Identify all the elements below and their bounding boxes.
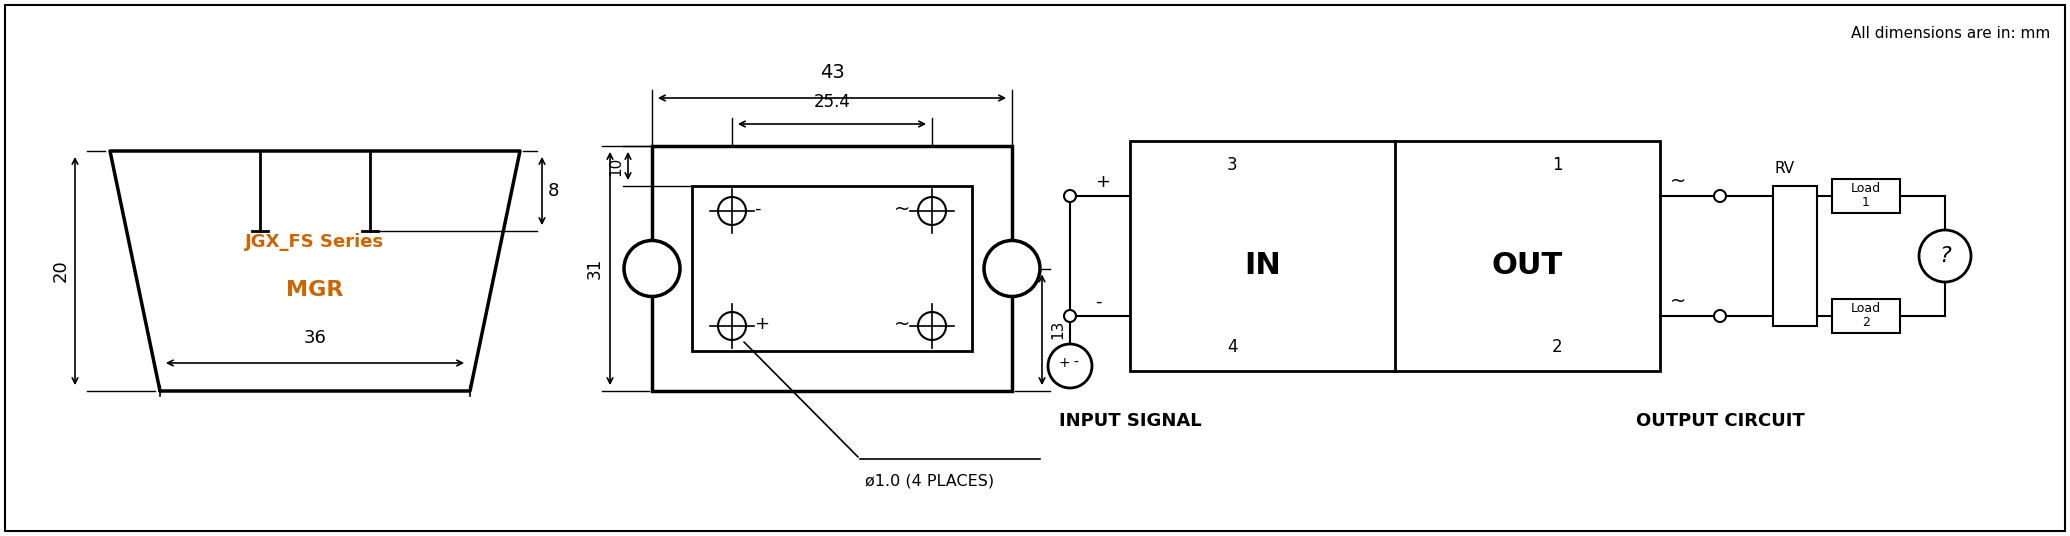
Text: ø1.0 (4 PLACES): ø1.0 (4 PLACES)	[865, 473, 994, 488]
Circle shape	[917, 197, 946, 225]
Text: OUT: OUT	[1492, 251, 1563, 280]
Circle shape	[1714, 310, 1726, 322]
Text: +: +	[1058, 356, 1070, 370]
Text: 3: 3	[1228, 156, 1238, 174]
Text: 36: 36	[304, 329, 327, 347]
Text: 2: 2	[1552, 338, 1563, 356]
Text: 43: 43	[820, 63, 845, 82]
Circle shape	[917, 312, 946, 340]
Text: 13: 13	[1049, 320, 1064, 339]
Circle shape	[983, 241, 1039, 296]
Text: +: +	[753, 315, 768, 333]
Circle shape	[623, 241, 681, 296]
Text: MGR: MGR	[286, 280, 344, 300]
Text: 8: 8	[549, 182, 559, 200]
Text: ~: ~	[894, 199, 911, 219]
Text: RV: RV	[1774, 161, 1795, 176]
Circle shape	[718, 312, 745, 340]
Circle shape	[718, 197, 745, 225]
Text: ?: ?	[1940, 246, 1950, 266]
Text: 1: 1	[1552, 156, 1563, 174]
Bar	[652, 146, 1012, 391]
Circle shape	[1714, 190, 1726, 202]
Text: -: -	[753, 200, 760, 218]
Text: 31: 31	[586, 258, 604, 279]
Bar	[1832, 179, 1900, 213]
Text: ~: ~	[1670, 292, 1687, 311]
Text: JGX_FS Series: JGX_FS Series	[246, 233, 385, 251]
Bar	[1130, 141, 1660, 371]
Text: ~: ~	[1670, 172, 1687, 191]
Bar	[1774, 186, 1817, 326]
Text: -: -	[1095, 293, 1101, 311]
Text: Load
1: Load 1	[1851, 182, 1882, 210]
Text: INPUT SIGNAL: INPUT SIGNAL	[1058, 412, 1201, 430]
Circle shape	[1064, 310, 1076, 322]
Text: All dimensions are in: mm: All dimensions are in: mm	[1851, 26, 2049, 41]
Circle shape	[1047, 344, 1093, 388]
Circle shape	[1919, 230, 1971, 282]
Text: -: -	[1074, 356, 1078, 370]
Text: IN: IN	[1244, 251, 1281, 280]
Text: Load
2: Load 2	[1851, 302, 1882, 330]
Bar	[691, 186, 973, 351]
Text: 25.4: 25.4	[814, 93, 851, 111]
Bar	[1832, 299, 1900, 333]
Circle shape	[1064, 190, 1076, 202]
Text: 4: 4	[1228, 338, 1238, 356]
Text: OUTPUT CIRCUIT: OUTPUT CIRCUIT	[1635, 412, 1805, 430]
Text: 20: 20	[52, 259, 70, 282]
Text: 10: 10	[609, 157, 623, 176]
Text: ~: ~	[894, 315, 911, 333]
Text: +: +	[1095, 173, 1110, 191]
